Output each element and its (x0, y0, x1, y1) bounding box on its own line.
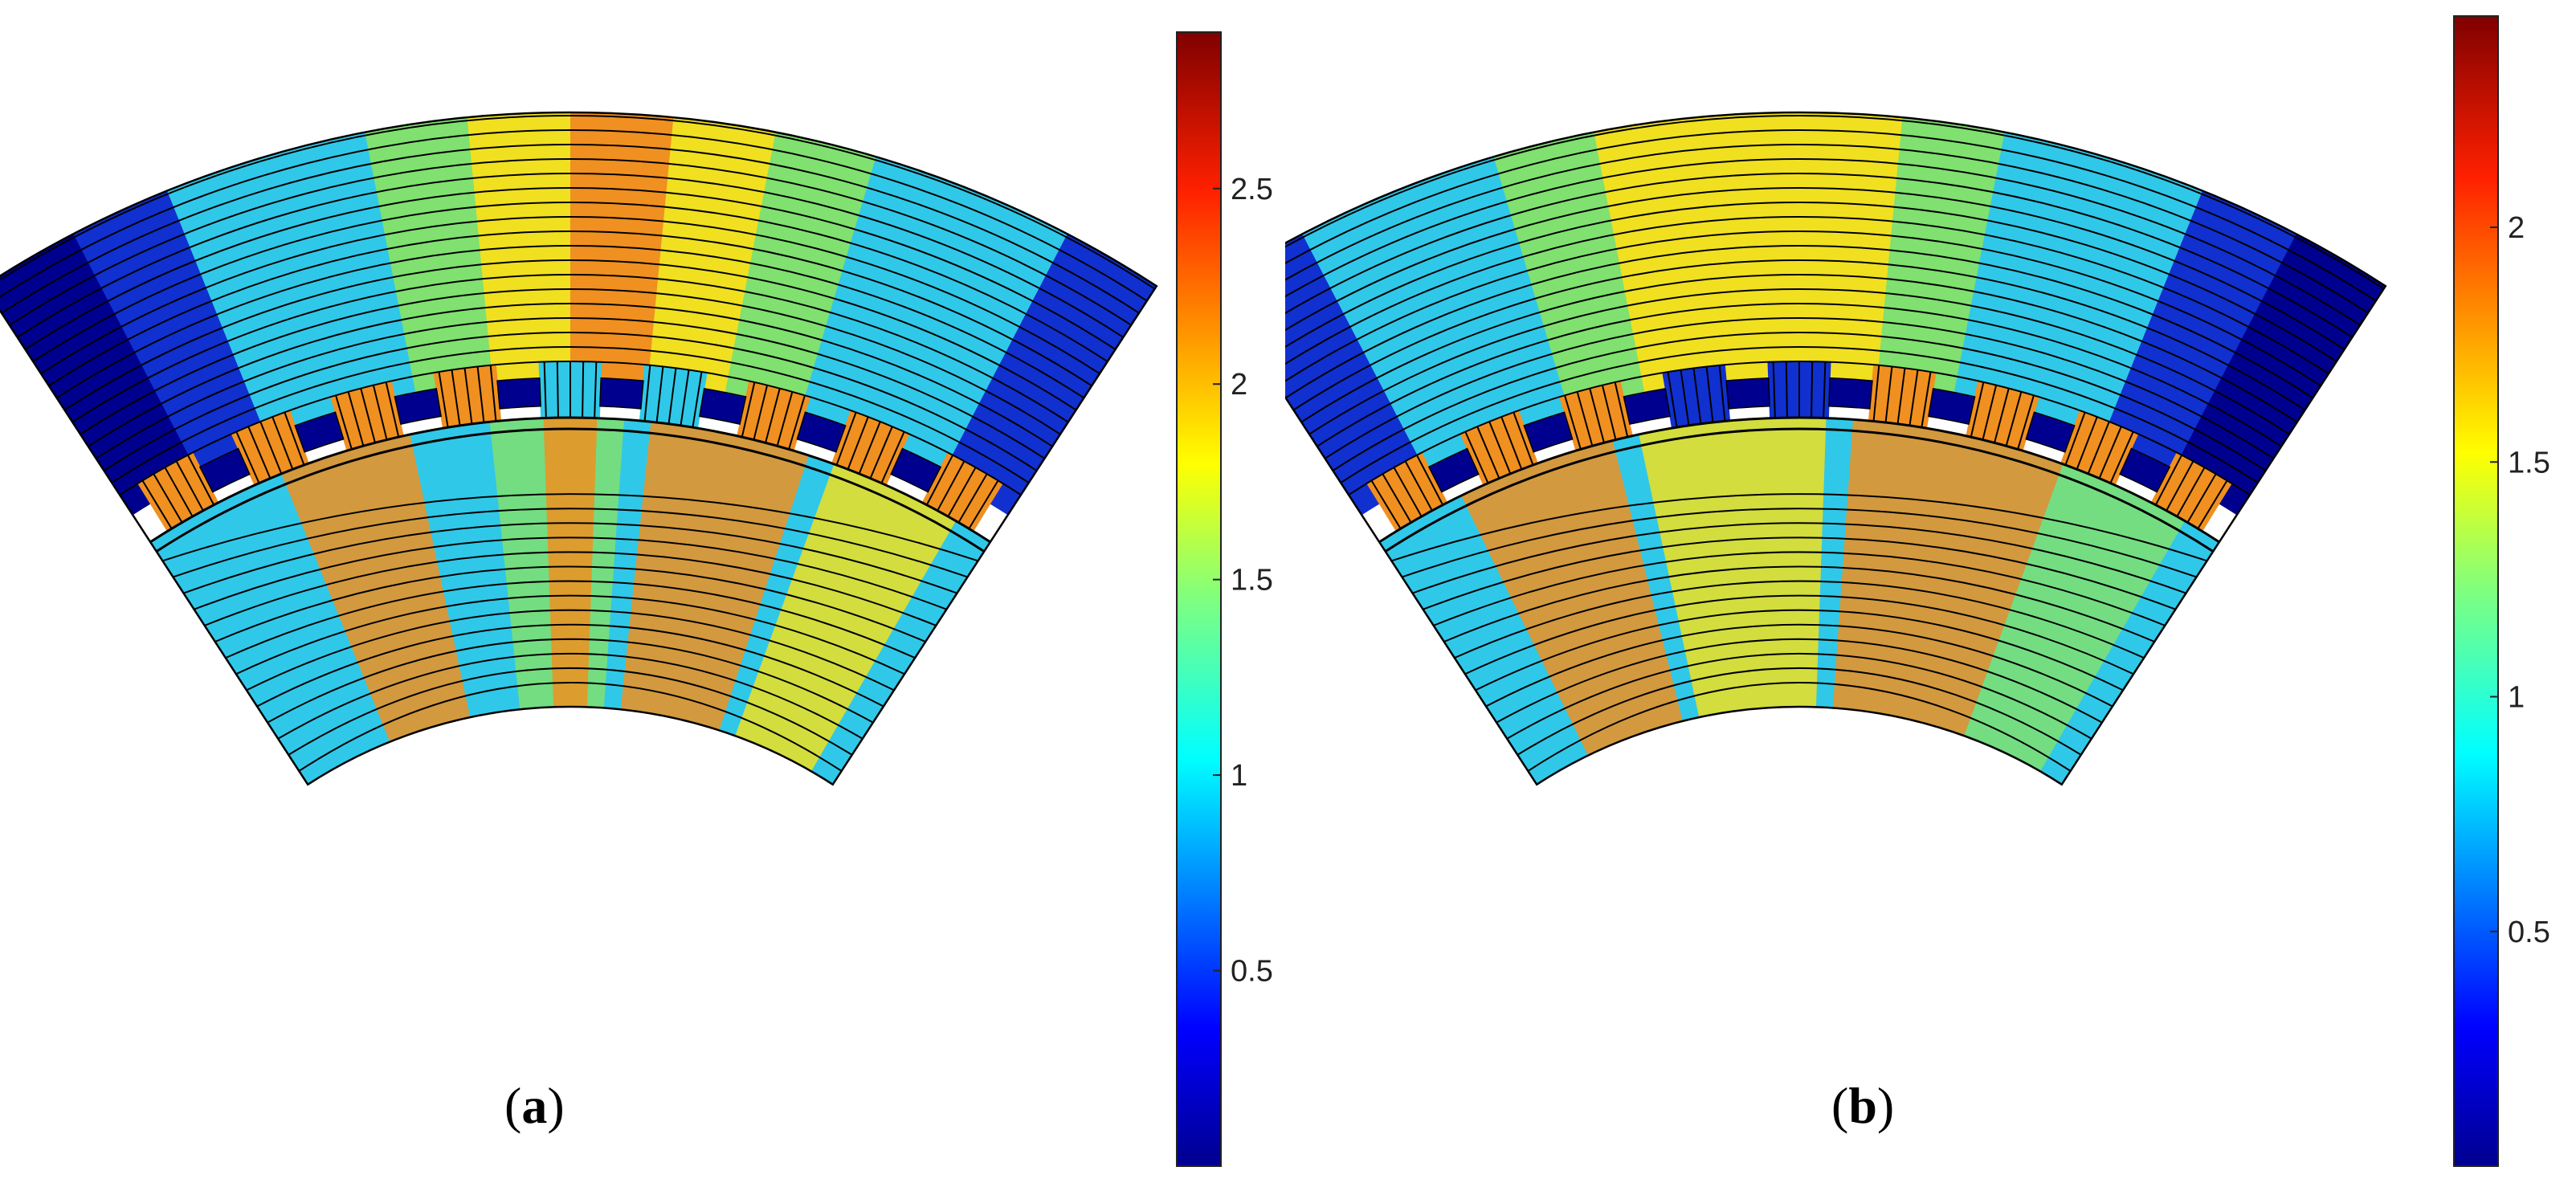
colorbar-tick-label: 1 (2508, 681, 2525, 715)
colorbar-b-gradient (2453, 15, 2499, 1167)
stator-slot (699, 387, 747, 426)
colorbar-a: 0.5 1 1.5 2 2.5 (1176, 31, 1273, 1167)
panel-label-b: (b) (1831, 1077, 1895, 1134)
stator-yoke-region (570, 112, 678, 390)
stator-slot (1427, 447, 1480, 493)
colorbar-tick-label: 0.5 (2508, 916, 2550, 949)
stator-slot (294, 411, 345, 453)
rotor-flux-region (1964, 463, 2185, 772)
colorbar-tick-label: 1.5 (1231, 564, 1273, 598)
rotor-flux-region (1832, 419, 2064, 736)
rotor-flux-region (735, 463, 956, 772)
rotor-surface (155, 427, 986, 553)
air-gap (1378, 416, 2220, 544)
stator-slot (394, 387, 442, 426)
colorbar-tick-label: 2.5 (1231, 173, 1273, 206)
flux-lines (0, 115, 1156, 772)
stator-yoke-region (1799, 112, 1907, 390)
machine-outline (1285, 111, 2387, 786)
stator-slot (1928, 387, 1976, 426)
rotor-surface (1384, 427, 2215, 553)
rotor-flux-region (620, 422, 809, 731)
rotor-flux-region (543, 418, 598, 708)
stator-tooth (1868, 365, 1937, 429)
colorbar-tick-label: 2 (2508, 211, 2525, 245)
colorbar-b: 0.5 1 1.5 2 (2453, 15, 2550, 1167)
panel-label-a: (a) (504, 1077, 565, 1134)
stator-slot (1725, 377, 1770, 410)
stator-slot (496, 377, 541, 410)
colorbar-a-gradient (1176, 31, 1222, 1167)
stator-yoke-region (723, 132, 880, 420)
stator-slot (2119, 447, 2171, 493)
stator-yoke-region (1952, 132, 2109, 420)
stator-slot (1623, 387, 1671, 426)
permanent-magnet (355, 781, 561, 785)
stator-slot (599, 377, 644, 410)
stator-yoke-region (1696, 112, 1803, 390)
colorbar-tick-label: 0.5 (1231, 955, 1273, 989)
stator-slot (890, 447, 942, 493)
permanent-magnet (1569, 764, 1805, 785)
air-gap (149, 416, 991, 544)
stator-tooth (433, 365, 502, 429)
rotor-flux-region (1639, 418, 1827, 718)
stator-slot (1523, 411, 1574, 453)
stator-slot (796, 411, 847, 453)
colorbar-tick-label: 2 (1231, 368, 1247, 402)
stator-slot (1828, 377, 1873, 410)
machine-outline (0, 111, 1158, 786)
rotor-flux-region (281, 434, 471, 742)
stator-slot (2025, 411, 2076, 453)
stator-slot (198, 447, 251, 493)
permanent-magnet (574, 823, 777, 944)
stator-yoke-region (467, 112, 574, 390)
flux-density-map-b (1285, 111, 2387, 929)
stator-tooth (639, 365, 708, 429)
stator-tooth (1662, 365, 1731, 429)
flux-lines (1285, 115, 2385, 772)
colorbar-tick-label: 1 (1231, 759, 1247, 793)
colorbar-tick-label: 1.5 (2508, 446, 2550, 479)
permanent-magnet (1802, 806, 2036, 929)
flux-density-map-a (0, 111, 1158, 944)
